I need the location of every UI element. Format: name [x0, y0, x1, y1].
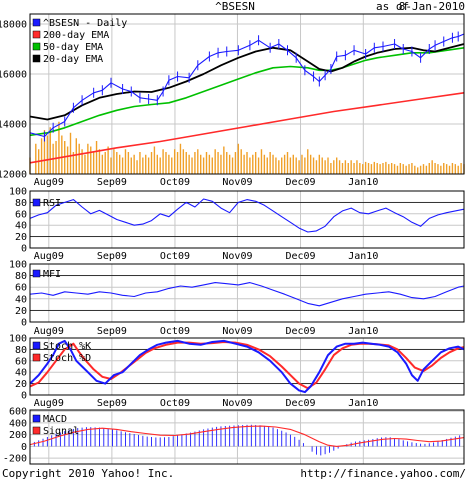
as-of-label: as of — [376, 0, 409, 13]
copyright-text: Copyright 2010 Yahoo! Inc. — [2, 467, 174, 480]
mfi_panel-legend-swatch-0 — [32, 269, 41, 278]
mfi-month-label: Nov09 — [222, 326, 252, 337]
stoch-k-line — [29, 339, 465, 394]
price-month-label: Sep09 — [97, 177, 127, 188]
stoch-month-label: Dec09 — [285, 398, 315, 409]
price_panel-ytick-label: 14000 — [0, 120, 27, 131]
mfi-month-label: Jan10 — [348, 326, 378, 337]
stoch_panel-ytick-label: 40 — [15, 368, 27, 379]
price-month-label: Aug09 — [34, 177, 64, 188]
rsi_panel-ytick-label: 60 — [15, 209, 27, 220]
mfi_panel-ytick-label: 40 — [15, 294, 27, 305]
stoch_panel-legend-label-1: Stoch %D — [43, 353, 91, 364]
macd_panel-ytick-label: 600 — [9, 407, 27, 418]
rsi-month-label: Nov09 — [222, 251, 252, 262]
mfi_panel-ytick-label: 100 — [9, 260, 27, 271]
price_panel-ytick-label: 16000 — [0, 70, 27, 81]
price_panel-legend-swatch-1 — [32, 30, 41, 39]
price_panel-legend-label-3: 20-day EMA — [43, 54, 103, 65]
mfi_panel-ytick-label: 80 — [15, 271, 27, 282]
price-month-label: Oct09 — [160, 177, 190, 188]
mfi_panel-plot-area — [30, 264, 464, 322]
price_panel-ytick-label: 12000 — [0, 170, 27, 181]
rsi_panel-plot-area — [30, 191, 464, 248]
mfi_panel-legend-label-0: MFI — [43, 269, 61, 280]
rsi-month-label: Aug09 — [34, 251, 64, 262]
price_panel-legend-label-0: ^BSESN - Daily — [43, 18, 127, 29]
mfi_panel-frame — [29, 263, 465, 323]
price-month-label: Nov09 — [222, 177, 252, 188]
rsi_panel-ytick-label: 0 — [21, 244, 27, 255]
stoch_panel-ytick-label: 20 — [15, 379, 27, 390]
mfi-line — [29, 282, 465, 307]
rsi_panel-legend-swatch-0 — [32, 198, 41, 207]
macd_panel-ytick-label: 200 — [9, 430, 27, 441]
as-of-date: 8-Jan-2010 — [399, 0, 465, 13]
ema50-line — [29, 47, 465, 137]
macd_panel-legend-swatch-0 — [32, 414, 41, 423]
stoch-d-line — [29, 341, 465, 390]
macd_panel-legend-label-1: Signal — [43, 426, 79, 437]
stoch-month-label: Jan10 — [348, 398, 378, 409]
price_panel-legend-label-1: 200-day EMA — [43, 30, 109, 41]
stoch-month-label: Sep09 — [97, 398, 127, 409]
rsi-line — [29, 198, 465, 233]
rsi_panel-ytick-label: 80 — [15, 198, 27, 209]
stoch_panel-legend-swatch-0 — [32, 341, 41, 350]
macd_panel-legend-label-0: MACD — [43, 414, 67, 425]
price_panel-legend-swatch-0 — [32, 18, 41, 27]
stoch_panel-ytick-label: 0 — [21, 391, 27, 402]
mfi_panel-ytick-label: 60 — [15, 283, 27, 294]
mfi_panel-ytick-label: 0 — [21, 318, 27, 329]
macd_panel-ytick-label: 0 — [21, 442, 27, 453]
rsi_panel-ytick-label: 20 — [15, 232, 27, 243]
mfi_panel-ytick-label: 20 — [15, 306, 27, 317]
rsi-month-label: Dec09 — [285, 251, 315, 262]
rsi-month-label: Oct09 — [160, 251, 190, 262]
macd_panel-ytick-label: -200 — [3, 454, 27, 465]
rsi_panel-ytick-label: 100 — [9, 187, 27, 198]
stoch_panel-legend-swatch-1 — [32, 353, 41, 362]
rsi_panel-legend-label-0: RSI — [43, 198, 61, 209]
signal-line — [29, 425, 465, 447]
price_panel-legend-swatch-3 — [32, 54, 41, 63]
stoch_panel-ytick-label: 60 — [15, 356, 27, 367]
price-line — [29, 33, 465, 138]
rsi-month-label: Jan10 — [348, 251, 378, 262]
macd_panel-ytick-label: 400 — [9, 418, 27, 429]
mfi-month-label: Oct09 — [160, 326, 190, 337]
stoch_panel-ytick-label: 100 — [9, 334, 27, 345]
stoch-month-label: Oct09 — [160, 398, 190, 409]
rsi_panel-frame — [29, 190, 465, 249]
stoch_panel-ytick-label: 80 — [15, 345, 27, 356]
rsi-month-label: Sep09 — [97, 251, 127, 262]
ema200-line — [29, 92, 465, 164]
stoch_panel-legend-label-0: Stoch %K — [43, 341, 91, 352]
price_panel-frame — [29, 13, 465, 175]
price_panel-ytick-label: 18000 — [0, 20, 27, 31]
mfi-month-label: Dec09 — [285, 326, 315, 337]
rsi_panel-ytick-label: 40 — [15, 221, 27, 232]
chart-panels: 12000 14000 16000 18000 ^BSESN - Daily200-da… — [0, 13, 465, 465]
stoch-month-label: Nov09 — [222, 398, 252, 409]
price_panel-panel: 12000 14000 16000 18000 ^BSESN - Daily200-da… — [0, 13, 465, 181]
stoch-month-label: Aug09 — [34, 398, 64, 409]
ema20-line — [29, 43, 465, 121]
price_panel-legend-label-2: 50-day EMA — [43, 42, 103, 53]
mfi-month-label: Sep09 — [97, 326, 127, 337]
price-month-label: Dec09 — [285, 177, 315, 188]
stoch_panel-frame — [29, 337, 465, 396]
price_panel-legend-swatch-2 — [32, 42, 41, 51]
macd_panel-frame — [29, 409, 465, 465]
macd_panel-legend-swatch-1 — [32, 426, 41, 435]
source-url: http://finance.yahoo.com/ — [300, 467, 466, 480]
mfi-month-label: Aug09 — [34, 326, 64, 337]
chart-title: ^BSESN — [215, 0, 255, 13]
price-month-label: Jan10 — [348, 177, 378, 188]
